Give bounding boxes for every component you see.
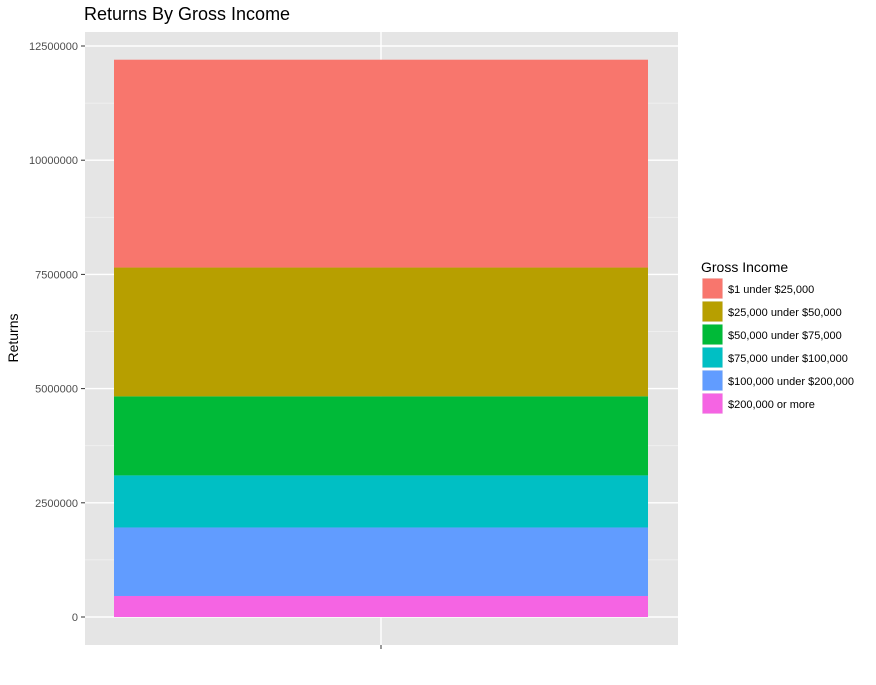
legend-swatch (702, 347, 723, 368)
legend-label: $1 under $25,000 (728, 284, 814, 296)
bar-segment (114, 475, 648, 528)
legend-swatch (702, 301, 723, 322)
bar-segment (114, 595, 648, 617)
bar-segment (114, 396, 648, 476)
legend-title: Gross Income (701, 259, 788, 275)
y-tick-label: 12500000 (29, 41, 78, 53)
legend: Gross Income $1 under $25,000 $25,000 und… (701, 259, 854, 414)
y-tick-label: 0 (72, 612, 78, 624)
legend-label: $25,000 under $50,000 (728, 307, 842, 319)
y-tick-label: 5000000 (35, 384, 78, 396)
y-tick-label: 2500000 (35, 498, 78, 510)
legend-label: $50,000 under $75,000 (728, 330, 842, 342)
chart-title: Returns By Gross Income (84, 4, 290, 24)
bar-segment (114, 527, 648, 596)
legend-swatch (702, 393, 723, 414)
bar-segment (114, 267, 648, 397)
bar-stack (114, 59, 648, 617)
y-tick-label: 10000000 (29, 155, 78, 167)
bar-segment (114, 59, 648, 268)
legend-label: $100,000 under $200,000 (728, 376, 854, 388)
legend-swatch (702, 278, 723, 299)
legend-swatch (702, 324, 723, 345)
y-tick-label: 7500000 (35, 269, 78, 281)
legend-label: $200,000 or more (728, 399, 815, 411)
legend-label: $75,000 under $100,000 (728, 353, 848, 365)
legend-items: $1 under $25,000 $25,000 under $50,000 $50… (702, 278, 854, 414)
y-axis: 0 2500000 5000000 7500000 10000000 12500000 (29, 41, 85, 624)
legend-swatch (702, 370, 723, 391)
y-axis-title: Returns (5, 313, 21, 362)
